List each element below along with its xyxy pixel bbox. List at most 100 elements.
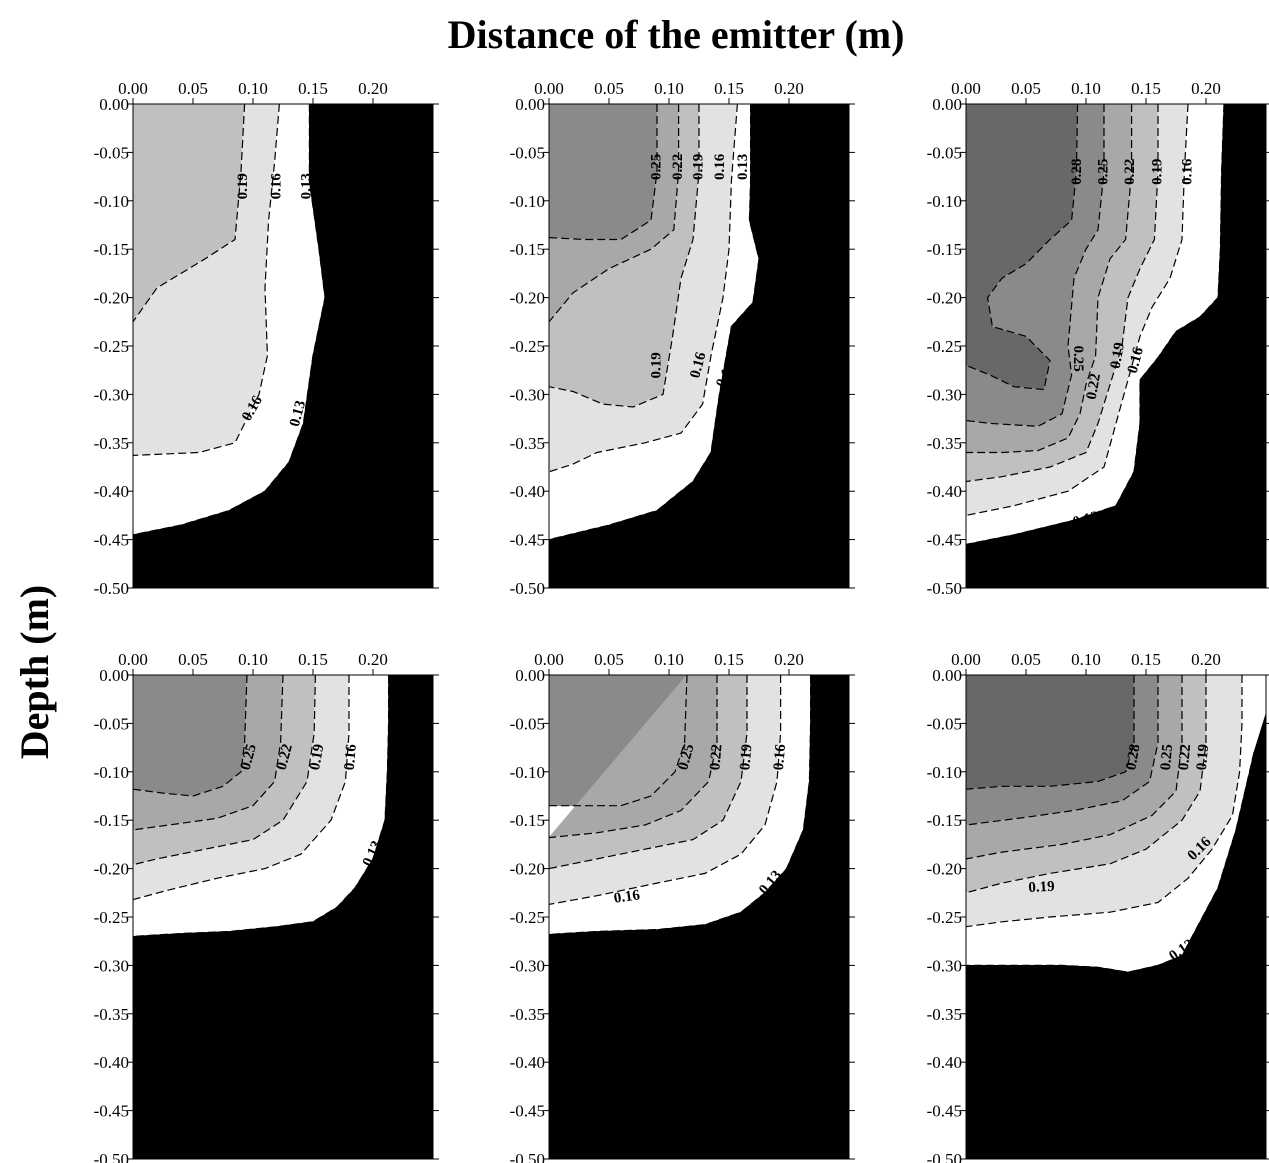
x-tick-label: 0.10 bbox=[238, 650, 268, 669]
x-tick-label: 0.10 bbox=[1071, 79, 1101, 98]
contour-label: 0.22 bbox=[1176, 743, 1194, 771]
contour-line-0 bbox=[966, 104, 1079, 391]
y-tick-label: -0.20 bbox=[927, 860, 962, 879]
contour-label: 0.16 bbox=[268, 173, 284, 200]
contour-line-0 bbox=[133, 675, 248, 797]
y-tick-label: -0.20 bbox=[94, 289, 129, 308]
y-tick-label: -0.05 bbox=[927, 714, 962, 733]
contour-line-0 bbox=[133, 104, 246, 323]
y-tick-label: -0.10 bbox=[927, 192, 962, 211]
contour-label: 0.25 bbox=[1158, 743, 1176, 771]
x-tick-label: 0.05 bbox=[594, 79, 624, 98]
contour-line-2 bbox=[133, 675, 316, 866]
plot-area: 0.28 0.250.250.220.220.190.190.160.160.13… bbox=[966, 104, 1266, 588]
x-tick-label: 0.00 bbox=[118, 79, 148, 98]
y-tick-label: -0.35 bbox=[94, 1005, 129, 1024]
x-tick-label: 0.00 bbox=[951, 650, 981, 669]
contour-line-4 bbox=[133, 675, 390, 937]
x-tick-label: 0.00 bbox=[951, 79, 981, 98]
contour-label: 0.25 bbox=[238, 742, 260, 771]
x-tick-label: 0.00 bbox=[534, 79, 564, 98]
contour-label: 0.16 bbox=[1179, 158, 1195, 185]
y-tick-label: -0.15 bbox=[927, 811, 962, 830]
y-tick-label: -0.25 bbox=[94, 337, 129, 356]
y-tick-label: -0.45 bbox=[510, 1102, 545, 1121]
contour-line-5 bbox=[966, 104, 1159, 483]
y-tick-label: -0.30 bbox=[94, 385, 129, 404]
y-tick-label: -0.30 bbox=[927, 956, 962, 975]
plot-area: 0.28 0.25 0.22 0.190.190.160.13 bbox=[966, 675, 1266, 1159]
x-tick-label: 0.05 bbox=[178, 79, 208, 98]
contour-line-2 bbox=[549, 104, 700, 408]
y-tick-label: -0.50 bbox=[510, 1150, 545, 1163]
y-tick-label: -0.35 bbox=[927, 434, 962, 453]
y-tick-label: -0.35 bbox=[927, 1005, 962, 1024]
contour-label: 0.19 bbox=[307, 743, 327, 772]
y-tick-label: -0.10 bbox=[510, 192, 545, 211]
x-tick-label: 0.20 bbox=[774, 650, 804, 669]
x-tick-label: 0.10 bbox=[1071, 650, 1101, 669]
x-tick-label: 0.15 bbox=[714, 79, 744, 98]
y-tick-label: -0.10 bbox=[927, 763, 962, 782]
y-tick-label: 0.00 bbox=[515, 95, 545, 114]
y-tick-label: -0.05 bbox=[927, 143, 962, 162]
contour-label: 0.25 bbox=[1070, 345, 1086, 371]
contour-line-3 bbox=[549, 675, 782, 905]
y-tick-label: -0.20 bbox=[927, 289, 962, 308]
x-tick-label: 0.05 bbox=[178, 650, 208, 669]
x-tick-label: 0.15 bbox=[714, 650, 744, 669]
contour-panel-row1-col2: 0.25 0.22 0.190.190.160.160.130.130.00 0.05… bbox=[510, 79, 855, 598]
y-tick-label: -0.45 bbox=[927, 531, 962, 550]
contour-line-4 bbox=[549, 104, 738, 473]
x-tick-label: 0.15 bbox=[1131, 650, 1161, 669]
contour-line-5 bbox=[549, 675, 812, 935]
contour-label: 0.13 bbox=[287, 399, 309, 428]
contour-label: 0.19 bbox=[235, 173, 251, 199]
x-tick-label: 0.10 bbox=[654, 650, 684, 669]
contour-panel-row2-col2: 0.25 0.22 0.19 0.160.16 0.130.00 0.05 0.10 0.15… bbox=[510, 650, 855, 1163]
contour-label: 0.13 bbox=[1071, 509, 1100, 531]
contour-line-3 bbox=[133, 675, 350, 901]
y-tick-label: -0.30 bbox=[510, 956, 545, 975]
y-tick-label: -0.50 bbox=[94, 1150, 129, 1163]
contour-line-1 bbox=[966, 104, 1105, 427]
contour-line-1 bbox=[549, 675, 718, 839]
y-tick-label: -0.25 bbox=[927, 337, 962, 356]
x-tick-label: 0.20 bbox=[1191, 79, 1221, 98]
y-tick-label: 0.00 bbox=[932, 666, 962, 685]
contour-label: 0.13 bbox=[298, 173, 314, 199]
contour-label: 0.16 bbox=[712, 153, 728, 180]
y-tick-label: -0.45 bbox=[94, 1102, 129, 1121]
y-tick-label: -0.45 bbox=[927, 1102, 962, 1121]
y-tick-label: 0.00 bbox=[99, 95, 129, 114]
x-tick-label: 0.05 bbox=[1011, 650, 1041, 669]
contour-label: 0.22 bbox=[1084, 372, 1104, 401]
y-tick-label: -0.35 bbox=[94, 434, 129, 453]
x-tick-label: 0.15 bbox=[1131, 79, 1161, 98]
contour-label: 0.19 bbox=[1028, 879, 1055, 896]
plot-area: 0.25 0.22 0.19 0.160.16 0.13 bbox=[549, 675, 849, 1159]
contour-panel-row1-col3: 0.28 0.250.250.220.220.190.190.160.160.13… bbox=[927, 79, 1269, 598]
y-tick-label: -0.40 bbox=[927, 482, 962, 501]
y-tick-label: -0.40 bbox=[510, 1053, 545, 1072]
y-tick-label: -0.25 bbox=[510, 908, 545, 927]
y-tick-label: -0.40 bbox=[927, 1053, 962, 1072]
y-tick-label: -0.05 bbox=[510, 143, 545, 162]
y-tick-label: -0.05 bbox=[510, 714, 545, 733]
y-tick-label: -0.40 bbox=[94, 1053, 129, 1072]
x-tick-label: 0.20 bbox=[1191, 650, 1221, 669]
contour-label: 0.28 bbox=[1123, 743, 1143, 772]
y-tick-label: -0.10 bbox=[94, 192, 129, 211]
panels-group: 0.19 0.16 0.16 0.13 0.13 0.00 0.05 0.10 0.15 0.20… bbox=[94, 79, 1269, 1163]
y-tick-label: -0.20 bbox=[94, 860, 129, 879]
y-tick-label: -0.30 bbox=[94, 956, 129, 975]
contour-label: 0.25 bbox=[648, 154, 664, 180]
y-tick-label: -0.35 bbox=[510, 434, 545, 453]
x-tick-label: 0.20 bbox=[358, 650, 388, 669]
x-tick-label: 0.20 bbox=[774, 79, 804, 98]
contour-label: 0.16 bbox=[342, 743, 360, 771]
contour-label: 0.19 bbox=[1194, 743, 1212, 771]
contour-line-0 bbox=[966, 675, 1135, 790]
contour-label: 0.16 bbox=[771, 743, 789, 771]
y-tick-label: -0.25 bbox=[927, 908, 962, 927]
